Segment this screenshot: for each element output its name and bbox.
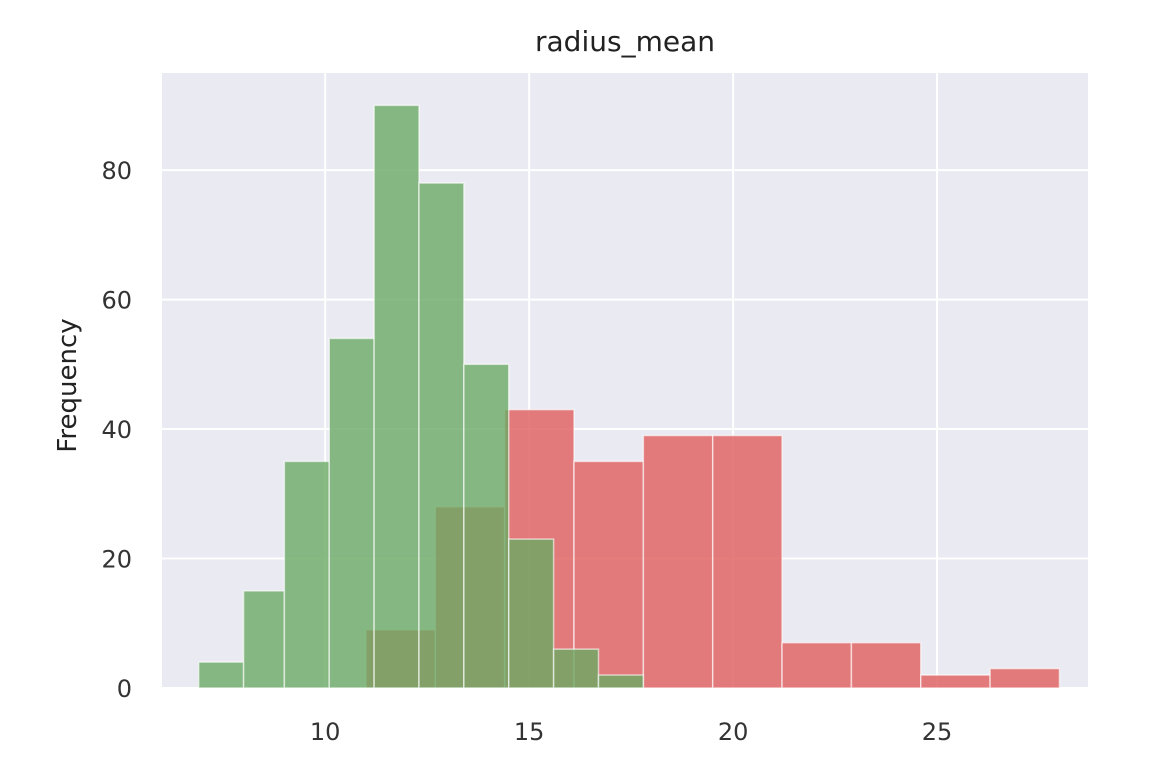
x-tick-label: 20 [718,718,749,746]
histogram-bar [919,674,991,689]
x-tick-label: 10 [310,718,341,746]
histogram-bar [642,434,714,689]
histogram-bar [597,674,645,689]
y-tick-label: 80 [101,157,132,185]
chart-title: radius_mean [535,25,715,58]
histogram-bar [507,538,555,689]
histogram-bar [552,648,600,689]
y-tick-label: 20 [101,546,132,574]
histogram-bar [850,641,922,689]
x-tick-label: 25 [922,718,953,746]
x-tick-label: 15 [514,718,545,746]
y-axis-ticks: 0 20 40 60 80 [101,157,132,703]
histogram-bar [283,460,331,689]
histogram-bar [197,661,245,689]
histogram-bar [463,363,510,689]
histogram-bar [781,641,853,689]
histogram-bar [711,434,783,689]
histogram-bar [242,590,286,689]
histogram-bars [197,104,1061,689]
histogram-bar [418,182,465,689]
histogram-bar [328,337,375,689]
y-axis-label: Frequency [53,318,83,452]
y-tick-label: 60 [101,287,132,315]
histogram-bar [989,667,1061,689]
y-tick-label: 40 [101,416,132,444]
y-tick-label: 0 [117,675,132,703]
histogram-bar [373,104,420,689]
x-axis-ticks: 10 15 20 25 [310,718,952,746]
